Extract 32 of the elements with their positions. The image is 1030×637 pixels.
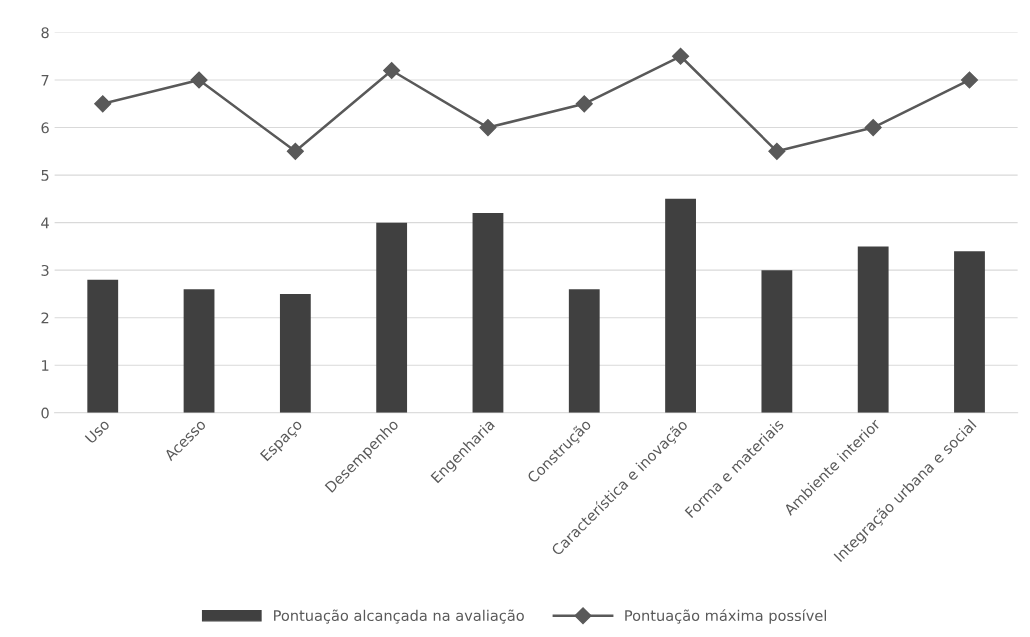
point — [864, 119, 882, 137]
point — [768, 142, 786, 160]
y-tick-label: 4 — [41, 217, 49, 229]
y-tick-label: 8 — [41, 27, 49, 39]
point — [575, 95, 593, 113]
point — [672, 47, 690, 65]
y-tick-label: 5 — [41, 170, 49, 181]
point — [383, 61, 401, 80]
y-tick-label: 0 — [41, 407, 49, 419]
y-tick-label: 6 — [41, 122, 49, 134]
point — [479, 119, 497, 137]
bar — [87, 279, 119, 413]
bar — [761, 270, 793, 413]
bar — [279, 293, 311, 413]
bar — [954, 251, 985, 413]
bar — [183, 289, 215, 413]
legend-label: Pontuação máxima possível — [625, 609, 826, 624]
legend-label: Pontuação alcançada na avaliação — [274, 609, 524, 624]
x-tick-label: Uso — [84, 418, 111, 444]
bar — [472, 213, 504, 413]
bar — [665, 198, 696, 413]
y-tick-label: 3 — [41, 264, 49, 276]
point — [94, 95, 112, 113]
y-tick-label: 2 — [41, 312, 49, 324]
y-tick-label: 1 — [42, 360, 49, 371]
point — [286, 142, 304, 160]
point — [960, 71, 979, 89]
bar — [568, 289, 600, 413]
bar — [376, 222, 408, 413]
point — [190, 71, 208, 89]
y-tick-label: 7 — [41, 74, 49, 86]
bar — [857, 246, 889, 413]
